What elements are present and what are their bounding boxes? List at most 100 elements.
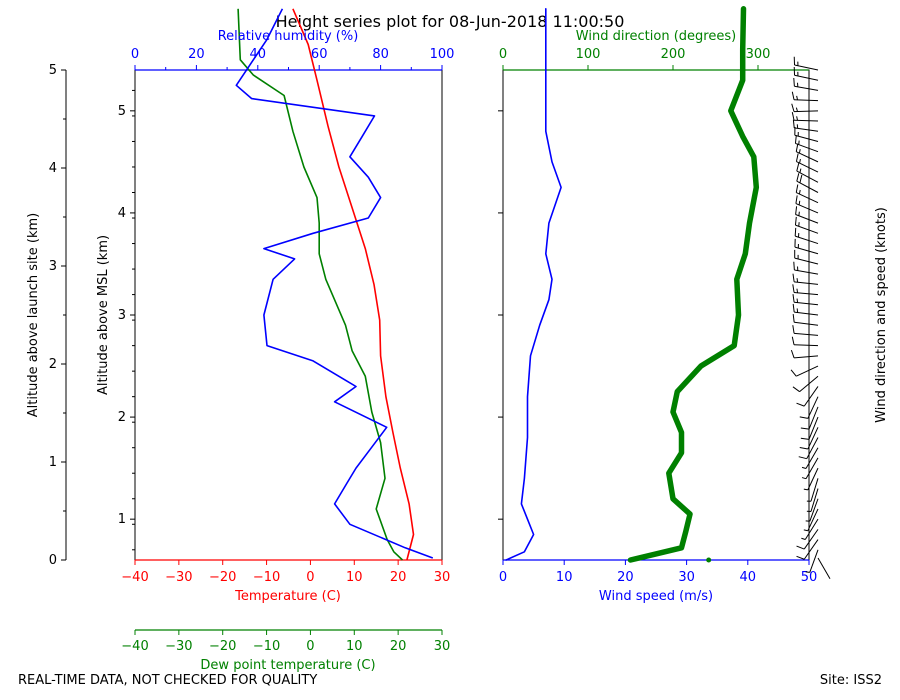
wind-barb-staff	[808, 406, 819, 430]
wind-barb	[792, 273, 819, 285]
temperature-tick-label: −40	[121, 570, 148, 585]
wind-barb-staff	[804, 518, 819, 540]
wind-barb-feather	[791, 336, 795, 345]
wind-barb	[792, 119, 819, 132]
wind-barb-staff	[794, 291, 819, 296]
wind-barb-staff	[803, 539, 819, 560]
temperature-tick-label: −20	[209, 570, 236, 585]
wind-barb-feather	[798, 456, 807, 460]
wind-barb-staff	[793, 110, 819, 113]
wind-barb-staff	[807, 467, 819, 491]
outer-tick-label: 2	[49, 357, 57, 372]
wind-barb	[793, 261, 819, 275]
humidity-tick-label: 20	[188, 47, 205, 62]
wind-barb-staff	[810, 488, 819, 512]
humidity-tick-label: 80	[372, 47, 389, 62]
wind-barb	[795, 206, 819, 224]
temperature-tick-label: −10	[253, 570, 280, 585]
wind-direction-line	[627, 6, 760, 563]
wind-barb-staff	[803, 529, 819, 550]
wind-barb-staff	[799, 375, 819, 393]
wind-barb	[794, 135, 819, 153]
wind-barb-feather	[795, 184, 799, 193]
wind-barb-staff	[796, 161, 819, 173]
wind-barb-staff	[796, 151, 819, 163]
wind-barb-staff	[795, 224, 819, 234]
dewpoint-axis-ticks: −40 −30 −20 −10 0 10 20 30	[121, 630, 450, 654]
wind-barb-half-feather	[796, 116, 799, 121]
wind-barb	[800, 416, 819, 440]
wind-barb-staff	[807, 396, 819, 419]
wind-speed-axis-label: Wind speed (m/s)	[599, 589, 713, 604]
wind-barb-staff	[807, 427, 819, 450]
dewpoint-axis-label: Dew point temperature (C)	[200, 658, 375, 673]
wind-barb-staff	[807, 508, 819, 531]
wind-barb-staff	[796, 192, 819, 204]
wind-barb-feather	[796, 162, 800, 172]
wind-barb	[794, 238, 819, 255]
wind-barb-staff	[810, 478, 819, 502]
wind-barb	[796, 529, 819, 550]
wind-barb	[790, 349, 819, 359]
wind-barb-feather	[794, 227, 797, 237]
wind-barb	[793, 77, 819, 91]
wind-barb-staff	[794, 269, 819, 275]
wind-direction-marker	[706, 557, 712, 563]
wind-barb-half-feather	[801, 466, 807, 469]
wind-barb	[795, 184, 819, 204]
wind-barb-staff	[795, 142, 819, 153]
inner-tick-label: 3	[118, 308, 126, 323]
wind-barb	[791, 91, 819, 102]
wind-barb-staff	[793, 99, 819, 102]
wind-barb-feather	[795, 143, 799, 152]
outer-tick-label: 4	[49, 161, 57, 176]
wind-barb-staff	[794, 321, 819, 326]
wind-direction-tick-label: 0	[499, 47, 507, 62]
wind-barb-feather	[793, 261, 795, 271]
wind-barb	[796, 539, 819, 560]
wind-direction-tick-label: 100	[576, 47, 601, 62]
thermo-panel: 0 1 2 3 4 5 Altitude above launch site (km) 1…	[26, 8, 454, 673]
wind-barb	[792, 284, 819, 296]
wind-barb-staff	[794, 246, 819, 255]
temperature-tick-label: −30	[165, 570, 192, 585]
wind-barb-half-feather	[798, 200, 801, 205]
wind-barbs	[790, 56, 831, 579]
wind-direction-axis-label: Wind direction (degrees)	[576, 29, 736, 44]
wind-barb-half-feather	[796, 298, 799, 303]
wind-speed-tick-label: 30	[678, 570, 695, 585]
wind-barb-half-feather	[801, 537, 806, 540]
inner-tick-label: 1	[118, 512, 126, 527]
wind-barb-feather	[796, 402, 805, 407]
wind-barb-feather	[792, 119, 795, 128]
wind-barb-feather	[792, 314, 795, 323]
data-quality-note: REAL-TIME DATA, NOT CHECKED FOR QUALITY	[18, 673, 318, 688]
wind-barb-half-feather	[796, 288, 799, 293]
wind-barb-half-feather	[803, 529, 808, 532]
wind-barb	[794, 216, 819, 234]
wind-barb-staff	[794, 257, 819, 265]
wind-barb	[803, 467, 819, 491]
wind-barb-feather	[791, 91, 795, 100]
wind-barb	[791, 112, 819, 122]
wind-speed-tick-label: 10	[556, 570, 573, 585]
inner-tick-label: 5	[118, 104, 126, 119]
wind-barb-staff	[794, 332, 819, 336]
wind-barb-feather	[792, 284, 795, 293]
wind-barb-feather	[792, 386, 800, 393]
wind-barb	[796, 386, 819, 407]
wind-barb	[817, 557, 831, 579]
temperature-tick-label: 30	[434, 570, 451, 585]
wind-barb-staff	[794, 74, 819, 81]
wind-barb-feather	[790, 349, 795, 359]
wind-barb-half-feather	[799, 158, 801, 164]
wind-direction-tick-label: 200	[661, 47, 686, 62]
wind-barb-half-feather	[796, 278, 799, 283]
wind-barb-staff	[794, 127, 819, 132]
wind-barb	[790, 365, 819, 377]
wind-barb-feather	[799, 416, 808, 419]
wind-barb-staff	[794, 85, 819, 91]
wind-barb	[805, 498, 819, 522]
wind-barb-staff	[795, 214, 819, 224]
